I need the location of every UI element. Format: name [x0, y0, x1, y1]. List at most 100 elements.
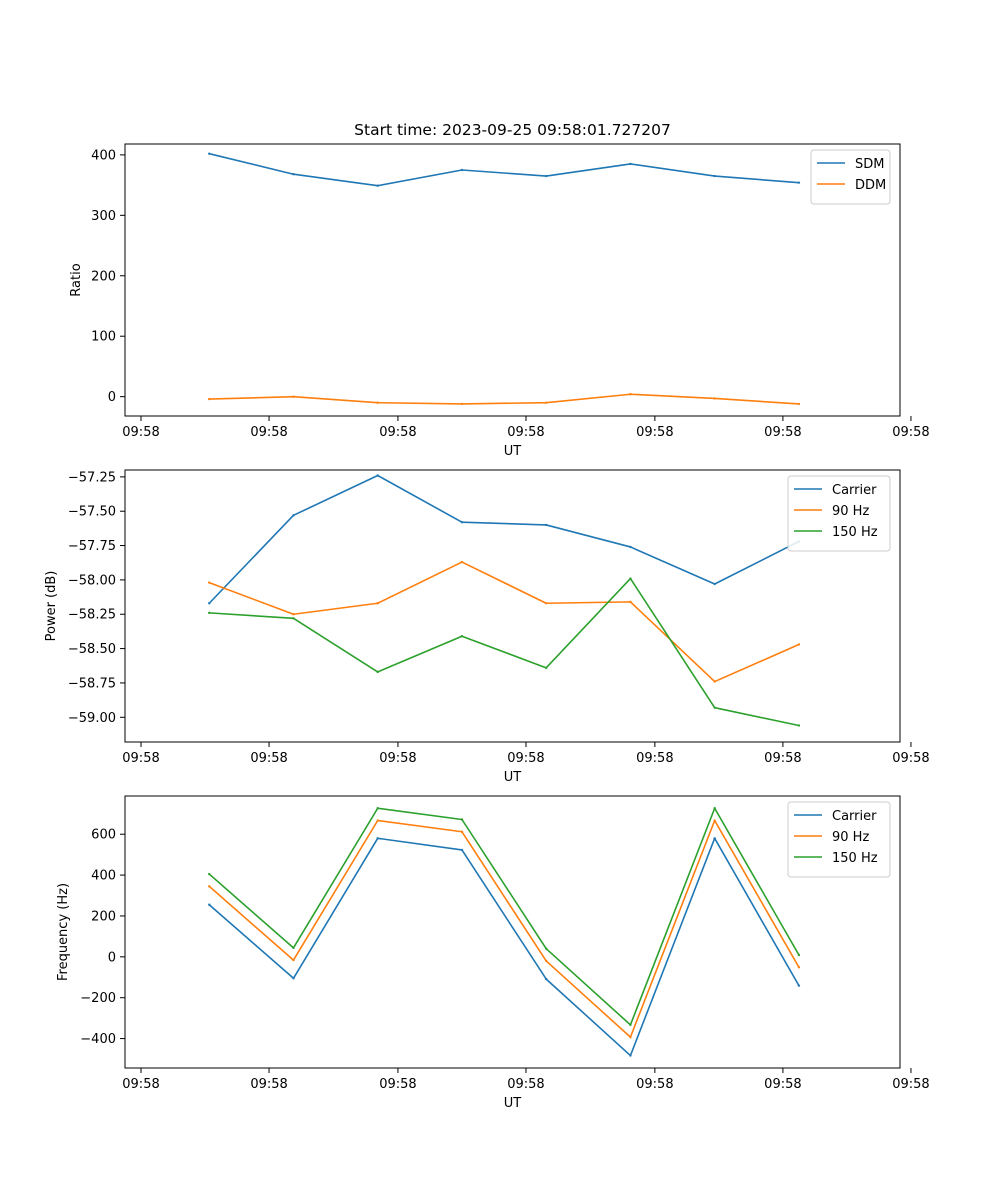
y-tick-label: 0 — [108, 390, 116, 405]
data-point — [629, 1054, 632, 1057]
y-tick-label: 200 — [91, 269, 116, 284]
data-point — [544, 959, 548, 963]
y-tick-label: 400 — [91, 869, 116, 884]
series-line-carrier — [208, 837, 800, 1057]
x-tick-label: 09:58 — [892, 751, 929, 766]
y-tick-label: −58.75 — [68, 676, 116, 691]
data-point — [376, 670, 379, 674]
x-tick-label: 09:58 — [122, 1077, 159, 1092]
legend-label: DDM — [855, 178, 886, 193]
legend-label: 150 Hz — [832, 851, 878, 866]
data-point — [797, 643, 801, 646]
x-tick-label: 09:58 — [507, 1077, 544, 1092]
data-point — [713, 174, 716, 178]
x-tick-label: 09:58 — [507, 751, 544, 766]
data-point — [629, 162, 632, 166]
x-tick-label: 09:58 — [379, 751, 416, 766]
x-axis-label: UT — [504, 770, 522, 785]
data-point — [460, 560, 464, 564]
data-point — [713, 819, 716, 822]
legend-label: Carrier — [832, 809, 877, 824]
data-point — [208, 581, 211, 584]
x-tick-label: 09:58 — [250, 1077, 287, 1092]
y-tick-label: −58.25 — [68, 608, 116, 623]
data-point — [713, 807, 716, 810]
data-point — [208, 611, 211, 615]
series-line-90-hz — [208, 819, 800, 1038]
series-line-150-hz — [209, 577, 800, 727]
y-tick-label: 200 — [91, 909, 116, 924]
data-point — [460, 521, 464, 524]
data-point — [292, 173, 295, 176]
data-point — [544, 666, 548, 670]
legend-label: 90 Hz — [832, 504, 869, 519]
data-point — [629, 1035, 632, 1039]
series-line-150-hz — [208, 807, 800, 1026]
axes-frame — [124, 143, 901, 417]
data-point — [208, 397, 211, 401]
data-point — [713, 680, 716, 683]
data-point — [797, 984, 801, 987]
y-axis-label: Ratio — [69, 263, 84, 296]
legend-box — [787, 475, 891, 552]
y-axis-label: Power (dB) — [44, 571, 59, 642]
data-point — [797, 181, 801, 184]
data-point — [376, 184, 379, 187]
y-tick-label: −58.00 — [68, 573, 116, 588]
data-point — [376, 602, 379, 605]
data-point — [208, 152, 211, 155]
x-tick-label: 09:58 — [764, 1077, 801, 1092]
legend-label: Carrier — [832, 483, 877, 498]
data-point — [376, 819, 379, 822]
data-point — [376, 837, 379, 840]
x-tick-label: 09:58 — [250, 751, 287, 766]
data-point — [208, 602, 211, 605]
data-point — [544, 523, 548, 527]
data-point — [544, 977, 548, 981]
y-tick-label: −57.50 — [68, 505, 116, 520]
data-point — [292, 617, 295, 620]
data-point — [292, 958, 295, 962]
data-point — [292, 514, 295, 517]
x-tick-label: 09:58 — [892, 1077, 929, 1092]
x-tick-label: 09:58 — [122, 425, 159, 440]
data-point — [713, 397, 716, 400]
data-point — [376, 474, 379, 477]
x-tick-label: 09:58 — [892, 425, 929, 440]
y-tick-label: −400 — [80, 1032, 116, 1047]
data-point — [460, 818, 464, 821]
data-point — [460, 635, 464, 638]
data-point — [460, 830, 464, 833]
y-tick-label: 300 — [91, 209, 116, 224]
data-point — [629, 577, 632, 580]
data-point — [797, 724, 801, 727]
x-axis-label: UT — [504, 1096, 522, 1111]
data-point — [629, 600, 632, 604]
data-point — [208, 872, 211, 876]
y-tick-label: 400 — [91, 148, 116, 163]
data-point — [544, 947, 548, 950]
x-tick-label: 09:58 — [636, 425, 673, 440]
axes-frame — [124, 469, 901, 743]
series-line-90-hz — [208, 561, 800, 683]
data-point — [544, 401, 548, 404]
data-point — [460, 402, 464, 406]
x-tick-label: 09:58 — [379, 425, 416, 440]
data-point — [713, 706, 716, 709]
y-tick-label: 0 — [108, 950, 116, 965]
y-tick-label: −59.00 — [68, 711, 116, 726]
y-tick-label: −57.75 — [68, 539, 116, 554]
y-tick-label: −57.25 — [68, 470, 116, 485]
series-line-carrier — [208, 474, 800, 604]
x-tick-label: 09:58 — [250, 425, 287, 440]
legend-box — [787, 801, 891, 878]
x-tick-label: 09:58 — [764, 751, 801, 766]
data-point — [797, 402, 801, 406]
data-point — [292, 613, 295, 616]
figure-title: Start time: 2023-09-25 09:58:01.727207 — [354, 121, 671, 139]
data-point — [376, 807, 379, 810]
x-tick-label: 09:58 — [636, 751, 673, 766]
y-tick-label: 600 — [91, 828, 116, 843]
x-tick-label: 09:58 — [507, 425, 544, 440]
